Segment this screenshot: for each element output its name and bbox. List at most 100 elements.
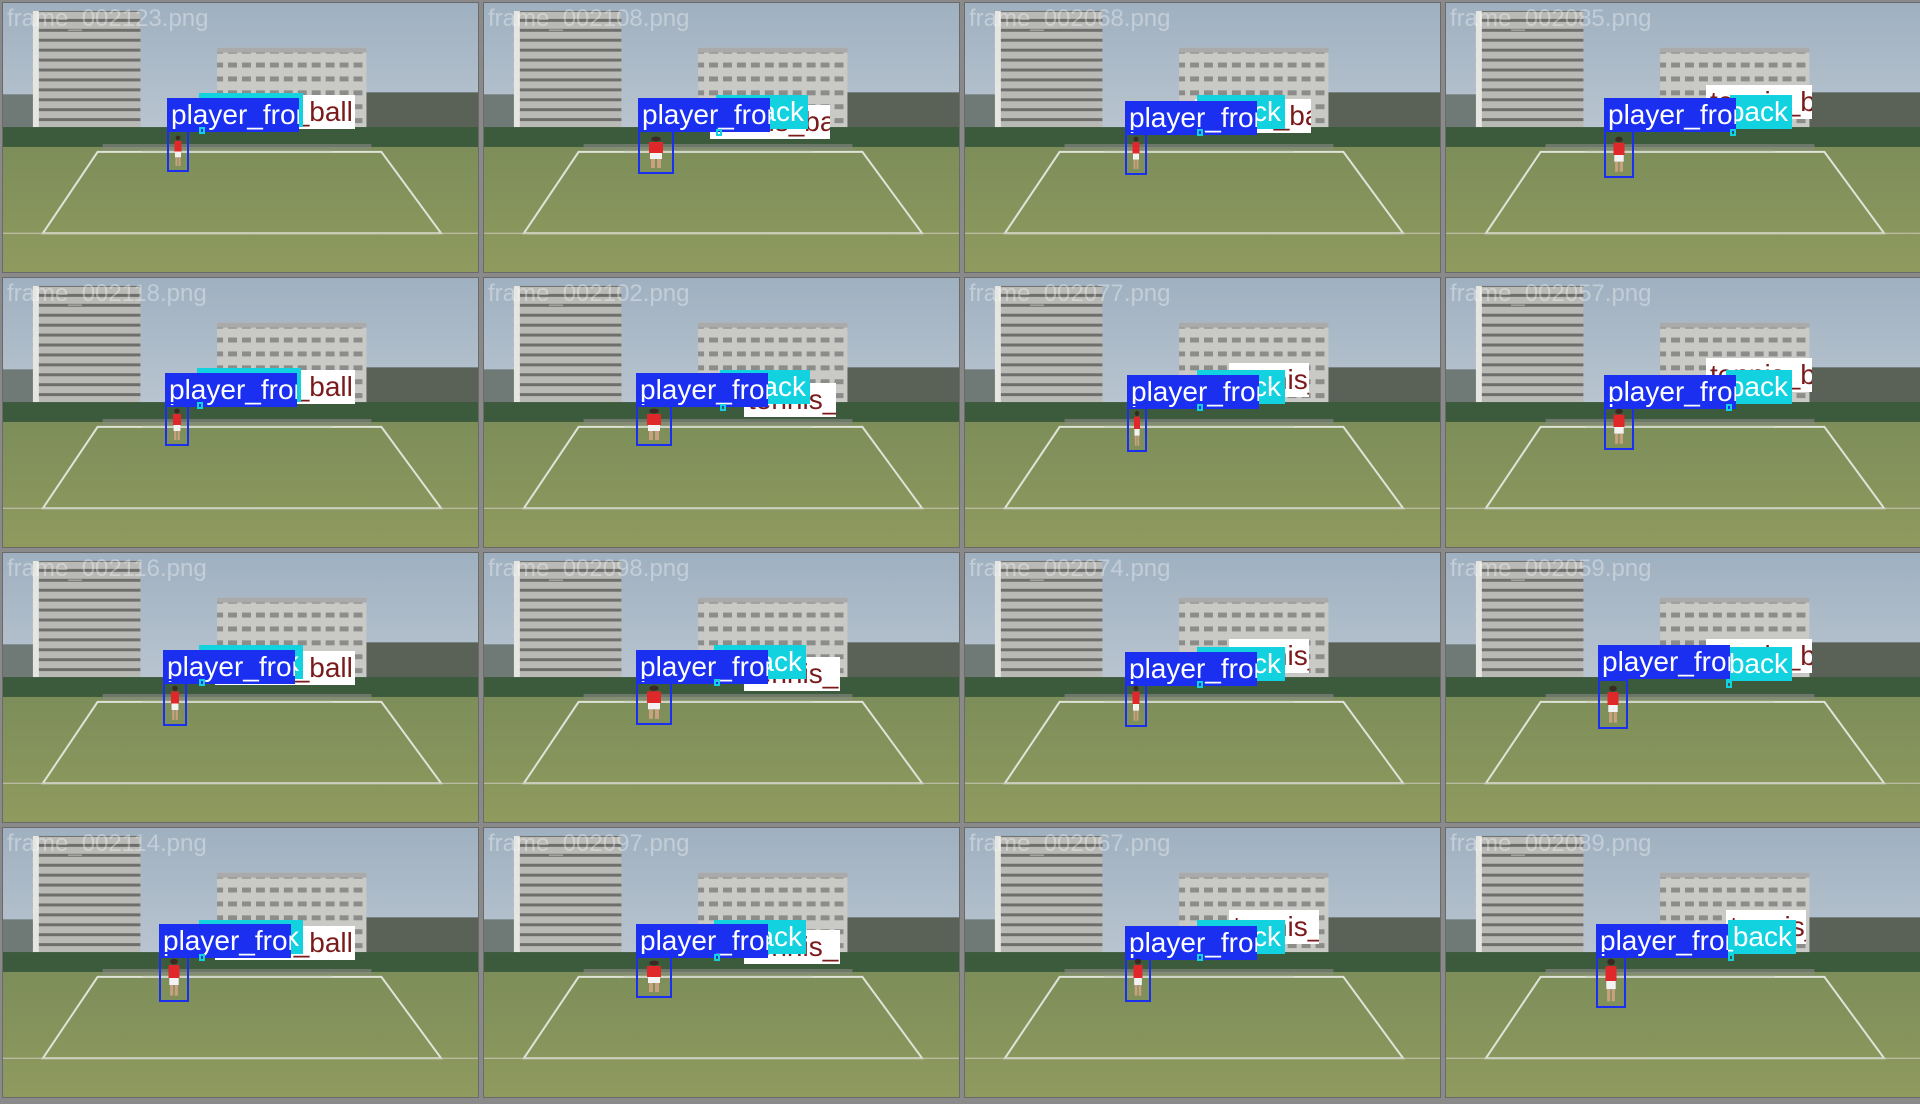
tennis-court-scene: [3, 553, 478, 822]
player-figure: [1613, 136, 1625, 172]
frame-tile: frame_002089.pngtennis_ballplayer_backpl…: [1445, 827, 1920, 1098]
tennis-court-scene: [965, 3, 1440, 272]
tennis-court-scene: [1446, 278, 1920, 547]
frame-filename: frame_002097.png: [488, 830, 690, 857]
player-front-bounding-box: [159, 952, 189, 1002]
frame-filename: frame_002108.png: [488, 5, 690, 32]
player-front-bounding-box: [1598, 679, 1628, 729]
player-back-bounding-box: [1197, 954, 1203, 961]
tennis-court-scene: [965, 278, 1440, 547]
player-front-bounding-box: [638, 130, 674, 174]
player-front-bounding-box: [1125, 679, 1147, 727]
player-figure: [647, 960, 661, 992]
player-front-bounding-box: [165, 402, 189, 446]
player-back-bounding-box: [716, 129, 722, 136]
player-figure: [647, 685, 661, 719]
player-front-bounding-box: [636, 679, 672, 725]
frame-tile: frame_002068.pngtennis_ballplayer_backpl…: [964, 2, 1441, 273]
frame-tile: frame_002108.pngtennis_ballplayer_backpl…: [483, 2, 960, 273]
player-back-bounding-box: [1730, 129, 1736, 136]
player-front-bounding-box: [1604, 402, 1634, 450]
player-figure: [1605, 958, 1617, 1002]
player-back-bounding-box: [199, 127, 205, 134]
player-back-bounding-box: [720, 404, 726, 411]
frame-filename: frame_002059.png: [1450, 555, 1652, 582]
player-front-bounding-box: [1125, 952, 1151, 1002]
frame-tile: frame_002085.pngtennis_ballplayer_backpl…: [1445, 2, 1920, 273]
player-front-label: player_front: [1127, 375, 1259, 409]
tennis-court-scene: [1446, 3, 1920, 272]
player-figure: [174, 135, 182, 167]
player-front-bounding-box: [1596, 952, 1626, 1008]
player-front-label: player_front: [163, 650, 295, 684]
frame-tile: frame_002057.pngtennis_ballplayer_backpl…: [1445, 277, 1920, 548]
player-back-bounding-box: [199, 679, 205, 686]
frame-tile: frame_002074.pngtennis_ballplayer_backpl…: [964, 552, 1441, 823]
player-figure: [649, 136, 663, 168]
frame-filename: frame_002098.png: [488, 555, 690, 582]
player-back-bounding-box: [1728, 954, 1734, 961]
player-back-label: player_back: [1726, 647, 1792, 681]
tennis-court-scene: [3, 828, 478, 1097]
frame-tile: frame_002123.pngtennis_ballplayer_backpl…: [2, 2, 479, 273]
frame-filename: frame_002102.png: [488, 280, 690, 307]
player-front-label: player_front: [638, 98, 770, 132]
player-back-bounding-box: [1726, 681, 1732, 688]
player-back-bounding-box: [1197, 404, 1203, 411]
player-front-bounding-box: [1604, 130, 1634, 178]
frame-filename: frame_002067.png: [969, 830, 1171, 857]
player-front-label: player_front: [1604, 375, 1736, 409]
player-figure: [173, 408, 181, 440]
tennis-court-scene: [484, 828, 959, 1097]
player-figure: [171, 685, 179, 720]
frame-tile: frame_002059.pngtennis_ballplayer_backpl…: [1445, 552, 1920, 823]
frame-filename: frame_002068.png: [969, 5, 1171, 32]
tennis-court-scene: [3, 278, 478, 547]
player-back-bounding-box: [714, 679, 720, 686]
tennis-court-scene: [3, 3, 478, 272]
player-front-label: player_front: [636, 924, 768, 958]
player-front-bounding-box: [1125, 130, 1147, 175]
tennis-court-scene: [1446, 828, 1920, 1097]
frame-filename: frame_002089.png: [1450, 830, 1652, 857]
player-figure: [1133, 958, 1143, 996]
tennis-court-scene: [484, 278, 959, 547]
frame-filename: frame_002114.png: [7, 830, 207, 857]
player-front-bounding-box: [163, 679, 187, 726]
frame-filename: frame_002118.png: [7, 280, 207, 307]
frame-tile: frame_002098.pngtennis_ballplayer_backpl…: [483, 552, 960, 823]
frame-tile: frame_002102.pngtennis_ballplayer_backpl…: [483, 277, 960, 548]
frame-tile: frame_002116.pngtennis_ballplayer_backpl…: [2, 552, 479, 823]
player-back-label: player_back: [1726, 370, 1792, 404]
player-front-label: player_front: [159, 924, 291, 958]
player-front-bounding-box: [167, 129, 189, 172]
player-front-label: player_front: [1604, 98, 1736, 132]
frame-filename: frame_002085.png: [1450, 5, 1652, 32]
player-front-label: player_front: [1125, 652, 1257, 686]
frame-tile: frame_002067.pngtennis_ballplayer_backpl…: [964, 827, 1441, 1098]
player-figure: [1613, 408, 1625, 444]
frame-filename: frame_002077.png: [969, 280, 1171, 307]
frame-tile: frame_002097.pngtennis_ballplayer_backpl…: [483, 827, 960, 1098]
tennis-court-scene: [965, 828, 1440, 1097]
player-back-bounding-box: [197, 402, 203, 409]
player-figure: [647, 408, 661, 440]
frame-tile: frame_002077.pngtennis_ballplayer_backpl…: [964, 277, 1441, 548]
player-front-label: player_front: [636, 650, 768, 684]
player-figure: [1132, 685, 1140, 721]
tennis-court-scene: [1446, 553, 1920, 822]
player-front-label: player_front: [636, 373, 768, 407]
player-figure: [1134, 410, 1140, 446]
player-front-bounding-box: [636, 402, 672, 446]
player-figure: [1132, 136, 1140, 169]
player-back-label: player_back: [1728, 920, 1796, 954]
frame-filename: frame_002074.png: [969, 555, 1171, 582]
player-back-label: player_back: [1730, 95, 1792, 129]
player-front-label: player_front: [167, 98, 299, 132]
frame-filename: frame_002057.png: [1450, 280, 1652, 307]
player-front-bounding-box: [636, 954, 672, 998]
frame-filename: frame_002116.png: [7, 555, 207, 582]
player-back-bounding-box: [714, 954, 720, 961]
player-front-label: player_front: [1596, 924, 1728, 958]
